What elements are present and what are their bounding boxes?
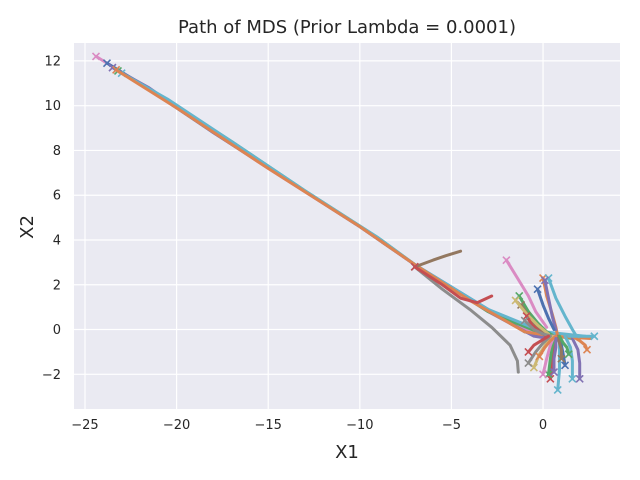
x-tick-label: −5 [442,418,461,433]
series-22 [570,334,592,354]
start-marker [533,285,542,294]
x-axis-label: X1 [335,442,359,463]
series-path [526,334,552,365]
series-path [570,337,582,381]
series-path [504,258,549,329]
series-path [536,287,556,331]
y-tick-label: 2 [53,278,61,293]
y-tick-label: 12 [44,54,61,69]
start-marker [522,312,531,321]
y-tick-label: 4 [53,233,61,248]
start-marker [540,276,549,285]
series-33 [535,334,558,361]
start-marker [502,256,511,265]
start-marker [546,374,555,383]
series-9 [502,256,549,329]
x-tick-labels: −25 −20 −15 −10 −5 0 [71,418,547,433]
series-30 [556,334,566,363]
start-marker [549,367,559,377]
series-15 [511,296,550,336]
series-path [556,334,563,361]
x-tick-label: −20 [163,418,190,433]
y-axis-label: X2 [17,215,38,239]
x-tick-label: 0 [539,418,547,433]
series-path [552,337,558,374]
y-tick-label: −2 [42,368,61,383]
series-27 [524,334,552,368]
series-path [563,334,574,381]
chart-title: Path of MDS (Prior Lambda = 0.0001) [178,17,516,38]
start-marker [560,361,570,370]
start-marker [582,345,592,354]
start-marker [112,65,121,74]
start-marker [535,352,544,361]
start-marker [557,354,566,363]
start-marker [564,350,573,359]
start-marker [538,370,548,379]
series-20 [563,334,577,383]
start-marker [568,374,577,383]
series-31 [558,334,573,359]
series-path [413,249,463,269]
series-path [570,334,589,352]
series-path [558,334,571,356]
series-8 [410,262,494,305]
y-tick-labels: −2 0 2 4 6 8 10 12 [42,54,61,382]
x-tick-label: −25 [71,418,98,433]
series-16 [533,285,556,331]
x-tick-label: −10 [346,418,373,433]
start-marker [511,296,520,305]
y-tick-label: 10 [44,99,61,114]
start-marker [520,316,529,325]
start-marker [590,332,599,341]
series-path [537,334,558,358]
start-marker [553,385,562,395]
series-path [547,276,580,340]
series-28 [524,334,550,356]
y-tick-label: 8 [53,144,61,159]
series-12 [540,276,558,331]
series-32 [567,332,599,341]
series-path [413,265,494,305]
start-marker [575,374,584,383]
grid-lines [74,43,620,409]
series-34 [549,337,559,377]
plot-area [74,43,620,409]
series-layer [91,52,599,395]
x-tick-label: −15 [254,418,281,433]
series-21 [570,337,584,383]
series-path [514,298,550,336]
series-path [543,278,558,331]
series-path [413,265,520,374]
start-marker [524,347,533,356]
y-tick-label: 0 [53,323,61,338]
start-marker [91,52,101,61]
start-marker [410,262,419,271]
y-tick-label: 6 [53,189,61,204]
start-marker [524,359,533,368]
